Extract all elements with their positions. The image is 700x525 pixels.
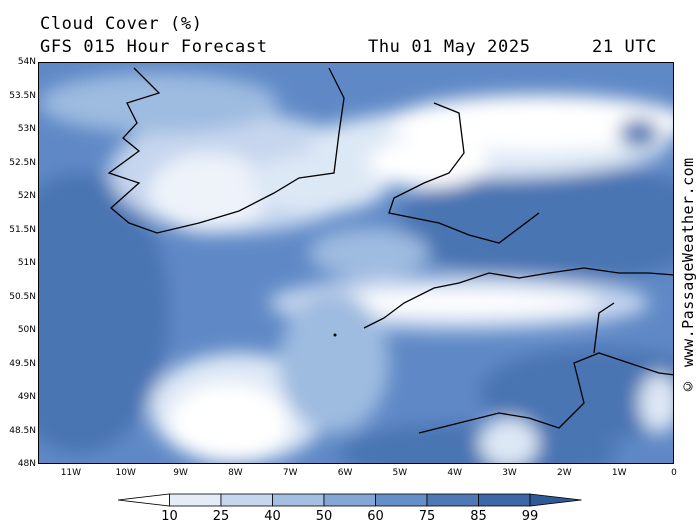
legend-swatch (426, 493, 479, 507)
latitude-label: 48N (17, 459, 36, 469)
color-scale-legend (118, 493, 582, 507)
legend-label: 75 (418, 509, 436, 524)
longitude-label: 11W (60, 468, 82, 478)
legend-swatch (478, 493, 531, 507)
legend-label: 10 (161, 509, 178, 524)
forecast-time: 21 UTC (592, 37, 658, 57)
longitude-label: 4W (447, 468, 462, 478)
legend-swatch (323, 493, 376, 507)
latitude-label: 53.5N (9, 90, 36, 101)
coastlines (107, 67, 673, 434)
legend-swatch (118, 493, 170, 507)
latitude-label: 50N (17, 325, 36, 335)
legend-swatch (169, 493, 222, 507)
cloud-field (39, 73, 673, 463)
forecast-date: Thu 01 May 2025 (368, 37, 531, 57)
legend-label: 60 (367, 509, 384, 524)
longitude-label: 5W (392, 468, 408, 478)
latitude-label: 48.5N (9, 425, 36, 436)
longitude-label: 0 (671, 468, 677, 478)
latitude-label: 53N (17, 124, 36, 134)
legend-label: 50 (315, 509, 333, 524)
longitude-label: 3W (502, 468, 517, 478)
legend-label: 85 (470, 509, 487, 524)
forecast-subtitle: GFS 015 Hour Forecast (40, 37, 268, 57)
latitude-label: 54N (17, 57, 36, 67)
longitude-label: 10W (115, 468, 136, 478)
legend-swatch (529, 493, 582, 507)
legend-label: 25 (212, 509, 230, 524)
latitude-label: 49N (17, 392, 36, 402)
longitude-label: 9W (173, 468, 188, 478)
watermark-text: © www.PassageWeather.com (679, 157, 697, 395)
longitude-label: 7W (282, 468, 298, 478)
cloud-cover-map[interactable] (38, 62, 674, 464)
latitude-label: 52.5N (9, 157, 36, 168)
longitude-label: 6W (337, 468, 353, 478)
longitude-label: 8W (228, 468, 243, 478)
longitude-label: 2W (557, 468, 572, 478)
map-title: Cloud Cover (%) (40, 14, 203, 34)
latitude-label: 52N (17, 191, 36, 201)
latitude-label: 49.5N (9, 358, 36, 369)
legend-swatch (220, 493, 273, 507)
legend-label: 99 (521, 509, 539, 524)
legend-swatch (272, 493, 325, 507)
map-canvas (39, 63, 673, 463)
latitude-label: 51.5N (9, 224, 36, 235)
latitude-label: 50.5N (9, 291, 36, 302)
legend-label: 40 (264, 509, 281, 524)
latitude-label: 51N (17, 258, 36, 268)
legend-swatch (375, 493, 428, 507)
longitude-label: 1W (611, 468, 627, 478)
island-marker (333, 333, 337, 337)
